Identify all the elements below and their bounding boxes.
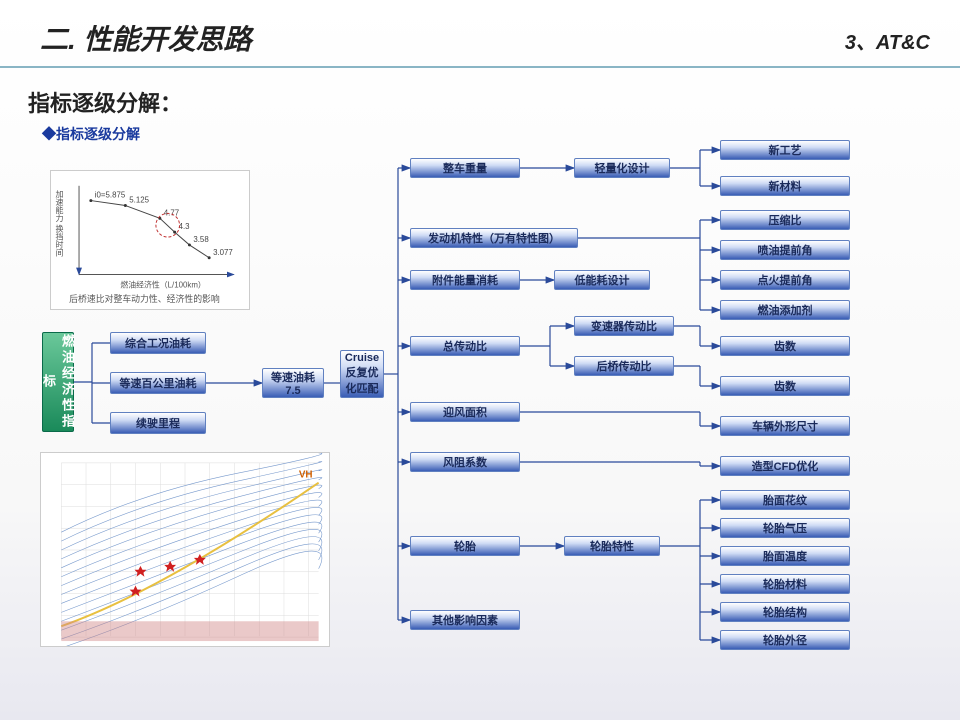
col3-node: 新工艺 bbox=[720, 140, 850, 160]
col3-node: 轮胎气压 bbox=[720, 518, 850, 538]
col3-node: 燃油添加剂 bbox=[720, 300, 850, 320]
col3-node: 胎面花纹 bbox=[720, 490, 850, 510]
col2-node: 整车重量 bbox=[410, 158, 520, 178]
mid-link-node: 轻量化设计 bbox=[574, 158, 670, 178]
svg-text:3.077: 3.077 bbox=[213, 248, 233, 257]
svg-text:i0=5.875: i0=5.875 bbox=[95, 191, 126, 200]
svg-text:5.125: 5.125 bbox=[129, 196, 149, 205]
col2-node: 附件能量消耗 bbox=[410, 270, 520, 290]
svg-text:后桥速比对整车动力性、经济性的影响: 后桥速比对整车动力性、经济性的影响 bbox=[69, 293, 220, 304]
col3-node: 新材料 bbox=[720, 176, 850, 196]
svg-text:4.3: 4.3 bbox=[179, 222, 191, 231]
svg-text:3.58: 3.58 bbox=[193, 235, 209, 244]
col2-node: 其他影响因素 bbox=[410, 610, 520, 630]
transmission-node: 变速器传动比 bbox=[574, 316, 674, 336]
col3-node: 喷油提前角 bbox=[720, 240, 850, 260]
subtitle: 指标逐级分解： bbox=[28, 86, 960, 118]
root-node: 燃油经济性指标 bbox=[42, 332, 74, 432]
ratio-chart: i0=5.8755.125 4.774.33.58 3.077 燃油经济性（L/100… bbox=[50, 170, 250, 310]
mid-node: 等速油耗 7.5 bbox=[262, 368, 324, 398]
ylabel: 加速能力 换挡时间 bbox=[54, 190, 65, 256]
mid-link-node: 低能耗设计 bbox=[554, 270, 650, 290]
page-title: 二. 性能开发思路 bbox=[40, 18, 252, 58]
col2-node: 风阻系数 bbox=[410, 452, 520, 472]
page-section: 3、AT&C bbox=[845, 26, 930, 55]
col3-node: 造型CFD优化 bbox=[720, 456, 850, 476]
col2-node: 迎风面积 bbox=[410, 402, 520, 422]
contour-chart: VH bbox=[40, 452, 330, 647]
col3-node: 胎面温度 bbox=[720, 546, 850, 566]
col3-node: 轮胎外径 bbox=[720, 630, 850, 650]
col3-node: 点火提前角 bbox=[720, 270, 850, 290]
left-node: 综合工况油耗 bbox=[110, 332, 206, 354]
col3-node: 齿数 bbox=[720, 376, 850, 396]
col3-node: 压缩比 bbox=[720, 210, 850, 230]
cruise-node: Cruise 反复优 化匹配 bbox=[340, 350, 384, 398]
svg-text:VH: VH bbox=[299, 470, 313, 481]
col2-node: 总传动比 bbox=[410, 336, 520, 356]
left-node: 续驶里程 bbox=[110, 412, 206, 434]
col2-node: 发动机特性（万有特性图） bbox=[410, 228, 578, 248]
col2-node: 轮胎 bbox=[410, 536, 520, 556]
col3-node: 车辆外形尺寸 bbox=[720, 416, 850, 436]
col3-node: 轮胎材料 bbox=[720, 574, 850, 594]
col3-node: 轮胎结构 bbox=[720, 602, 850, 622]
svg-text:4.77: 4.77 bbox=[164, 208, 179, 217]
svg-text:燃油经济性（L/100km）: 燃油经济性（L/100km） bbox=[120, 279, 205, 289]
transmission-node: 后桥传动比 bbox=[574, 356, 674, 376]
left-node: 等速百公里油耗 bbox=[110, 372, 206, 394]
mid-link-node: 轮胎特性 bbox=[564, 536, 660, 556]
col3-node: 齿数 bbox=[720, 336, 850, 356]
